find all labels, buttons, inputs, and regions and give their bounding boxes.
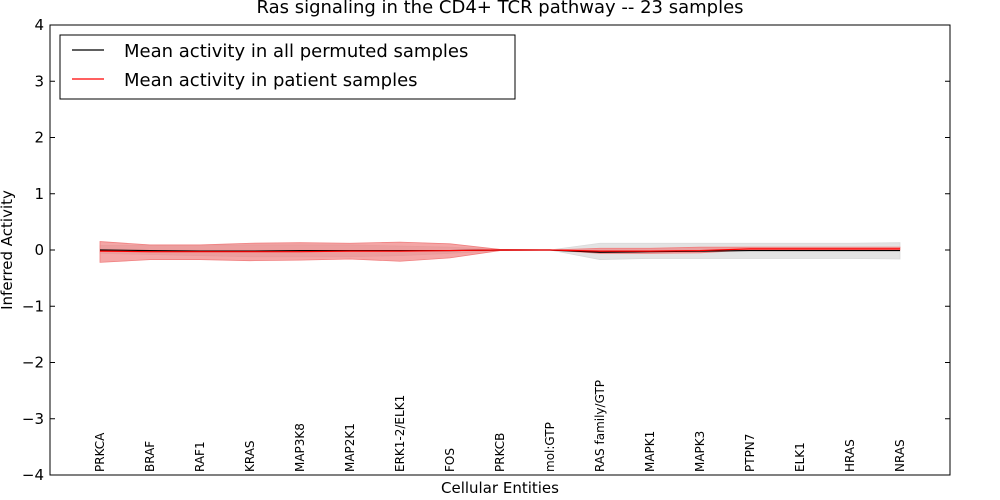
x-axis-label: Cellular Entities: [441, 479, 559, 497]
x-tick-label: PTPN7: [743, 434, 757, 472]
legend-box: [59, 34, 516, 100]
x-tick-label: MAPK1: [643, 431, 657, 472]
x-tick-label: NRAS: [893, 439, 907, 472]
y-tick-label: 1: [34, 185, 44, 203]
y-tick-label: −4: [22, 466, 44, 484]
y-tick-label: −2: [22, 354, 44, 372]
y-tick-label: 3: [34, 72, 44, 90]
plot-frame: [49, 24, 951, 476]
x-tick-label: HRAS: [843, 439, 857, 472]
y-tick-label: 2: [34, 129, 44, 147]
y-axis-label: Inferred Activity: [0, 190, 16, 310]
y-tick-label: −3: [22, 410, 44, 428]
x-tick-label: FOS: [443, 448, 457, 472]
line-patient: [99, 248, 900, 253]
x-tick-label: PRKCA: [93, 432, 107, 472]
x-tick-label: ERK1-2/ELK1: [393, 395, 407, 472]
x-tick-label: MAP2K1: [343, 423, 357, 472]
x-tick-labels: PRKCA BRAF RAF1 KRAS MAP3K8 MAP2K1 ERK1-2/ELK1…: [93, 380, 907, 472]
series-lines: [99, 248, 900, 253]
x-tick-label: RAS family/GTP: [593, 380, 607, 472]
x-tick-label: PRKCB: [493, 433, 507, 472]
x-tick-label: mol:GTP: [543, 422, 557, 472]
y-tick-label: −1: [22, 297, 44, 315]
x-tick-label: RAF1: [193, 441, 207, 472]
x-tick-label: BRAF: [143, 441, 157, 472]
chart-title: Ras signaling in the CD4+ TCR pathway --…: [256, 0, 743, 18]
y-tick-label: 4: [34, 16, 44, 34]
x-tick-label: MAPK3: [693, 431, 707, 472]
x-tick-label: MAP3K8: [293, 423, 307, 472]
y-ticks: 4 3 2 1 0 −1 −2 −3 −4: [22, 16, 950, 484]
legend: Mean activity in all permuted samples Me…: [59, 34, 516, 100]
y-tick-label: 0: [34, 241, 44, 259]
legend-label-patient: Mean activity in patient samples: [124, 70, 418, 91]
x-tick-label: KRAS: [243, 440, 257, 472]
legend-label-permuted: Mean activity in all permuted samples: [124, 41, 468, 62]
confidence-bands: [99, 241, 901, 263]
x-tick-label: ELK1: [793, 442, 807, 472]
